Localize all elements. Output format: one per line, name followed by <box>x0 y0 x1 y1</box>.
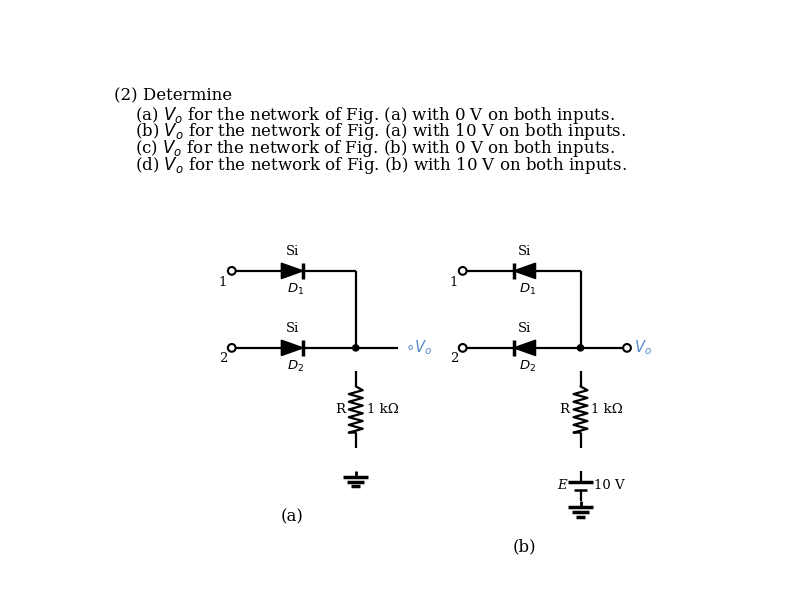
Text: 2: 2 <box>450 352 458 366</box>
Text: $D_1$: $D_1$ <box>519 282 537 297</box>
Text: 1 kΩ: 1 kΩ <box>366 403 398 416</box>
Text: Si: Si <box>518 322 531 335</box>
Circle shape <box>578 345 584 351</box>
Text: R: R <box>560 403 570 416</box>
Text: $\circ V_o$: $\circ V_o$ <box>405 339 431 358</box>
Text: (d) $V_o$ for the network of Fig. (b) with 10 V on both inputs.: (d) $V_o$ for the network of Fig. (b) wi… <box>135 155 626 176</box>
Text: 1: 1 <box>218 276 227 289</box>
Circle shape <box>353 345 359 351</box>
Text: Si: Si <box>286 322 299 335</box>
Text: $D_2$: $D_2$ <box>286 359 304 374</box>
Text: (b) $V_o$ for the network of Fig. (a) with 10 V on both inputs.: (b) $V_o$ for the network of Fig. (a) wi… <box>135 121 626 143</box>
Circle shape <box>623 344 631 352</box>
Polygon shape <box>514 263 535 279</box>
Polygon shape <box>282 340 303 356</box>
Text: $D_1$: $D_1$ <box>286 282 304 297</box>
Text: Si: Si <box>286 245 299 258</box>
Polygon shape <box>514 340 535 356</box>
Text: $V_o$: $V_o$ <box>634 339 652 358</box>
Circle shape <box>228 267 236 274</box>
Text: 10 V: 10 V <box>594 479 625 492</box>
Circle shape <box>459 344 466 352</box>
Text: 1: 1 <box>450 276 458 289</box>
Text: (b): (b) <box>513 538 537 555</box>
Text: $D_2$: $D_2$ <box>519 359 536 374</box>
Text: R: R <box>335 403 345 416</box>
Text: 2: 2 <box>218 352 227 366</box>
Text: Si: Si <box>518 245 531 258</box>
Text: E: E <box>557 479 566 492</box>
Text: (2) Determine: (2) Determine <box>114 88 232 105</box>
Circle shape <box>228 344 236 352</box>
Text: 1 kΩ: 1 kΩ <box>591 403 623 416</box>
Text: (a) $V_o$ for the network of Fig. (a) with 0 V on both inputs.: (a) $V_o$ for the network of Fig. (a) wi… <box>135 105 614 125</box>
Polygon shape <box>282 263 303 279</box>
Circle shape <box>459 267 466 274</box>
Text: (c) $V_o$ for the network of Fig. (b) with 0 V on both inputs.: (c) $V_o$ for the network of Fig. (b) wi… <box>135 138 615 160</box>
Text: (a): (a) <box>281 508 304 525</box>
